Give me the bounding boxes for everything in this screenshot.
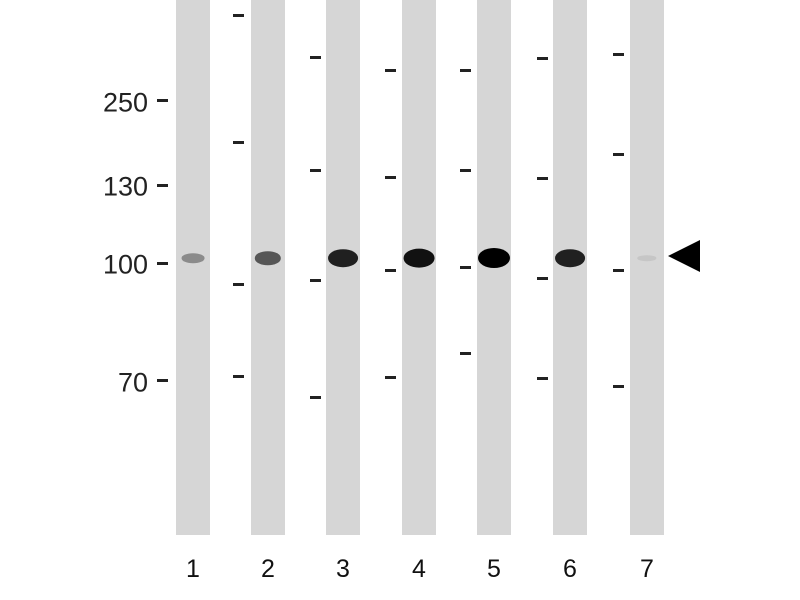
lane-6: [553, 0, 587, 535]
lane-4: [402, 0, 436, 535]
mw-label-100: 100: [102, 249, 148, 280]
lane-label: 1: [186, 555, 200, 583]
lane-label: 4: [412, 555, 426, 583]
lane-2: [251, 0, 285, 535]
ladder-tick: [613, 269, 624, 272]
protein-band: [637, 255, 657, 261]
ladder-tick: [233, 375, 244, 378]
ladder-tick: [613, 385, 624, 388]
ladder-tick: [233, 14, 244, 17]
ladder-tick: [310, 396, 321, 399]
ladder-tick: [310, 56, 321, 59]
ladder-tick: [157, 379, 168, 382]
ladder-tick: [233, 283, 244, 286]
ladder-tick: [233, 141, 244, 144]
lane-3: [326, 0, 360, 535]
protein-band: [328, 249, 358, 267]
ladder-tick: [157, 262, 168, 265]
ladder-tick: [460, 69, 471, 72]
ladder-tick: [613, 53, 624, 56]
mw-label-130: 130: [102, 171, 148, 202]
lane-5: [477, 0, 511, 535]
protein-band: [555, 249, 585, 267]
ladder-tick: [537, 277, 548, 280]
ladder-tick: [460, 266, 471, 269]
protein-band: [478, 248, 510, 268]
ladder-tick: [310, 169, 321, 172]
ladder-tick: [157, 99, 168, 102]
protein-band: [254, 251, 282, 265]
ladder-tick: [310, 279, 321, 282]
ladder-tick: [157, 184, 168, 187]
lane-label: 2: [261, 555, 275, 583]
target-band-arrow-icon: [668, 240, 700, 272]
ladder-tick: [537, 377, 548, 380]
lane-1: [176, 0, 210, 535]
lane-label: 6: [563, 555, 577, 583]
ladder-tick: [385, 376, 396, 379]
ladder-tick: [537, 57, 548, 60]
ladder-tick: [385, 176, 396, 179]
ladder-tick: [385, 69, 396, 72]
mw-label-70: 70: [117, 367, 148, 398]
ladder-tick: [537, 177, 548, 180]
ladder-tick: [460, 169, 471, 172]
lane-7: [630, 0, 664, 535]
ladder-tick: [385, 269, 396, 272]
lane-label: 5: [487, 555, 501, 583]
protein-band: [181, 253, 205, 263]
lane-label: 3: [336, 555, 350, 583]
ladder-tick: [460, 352, 471, 355]
mw-label-250: 250: [102, 87, 148, 118]
protein-band: [403, 248, 435, 268]
ladder-tick: [613, 153, 624, 156]
lane-label: 7: [640, 555, 654, 583]
